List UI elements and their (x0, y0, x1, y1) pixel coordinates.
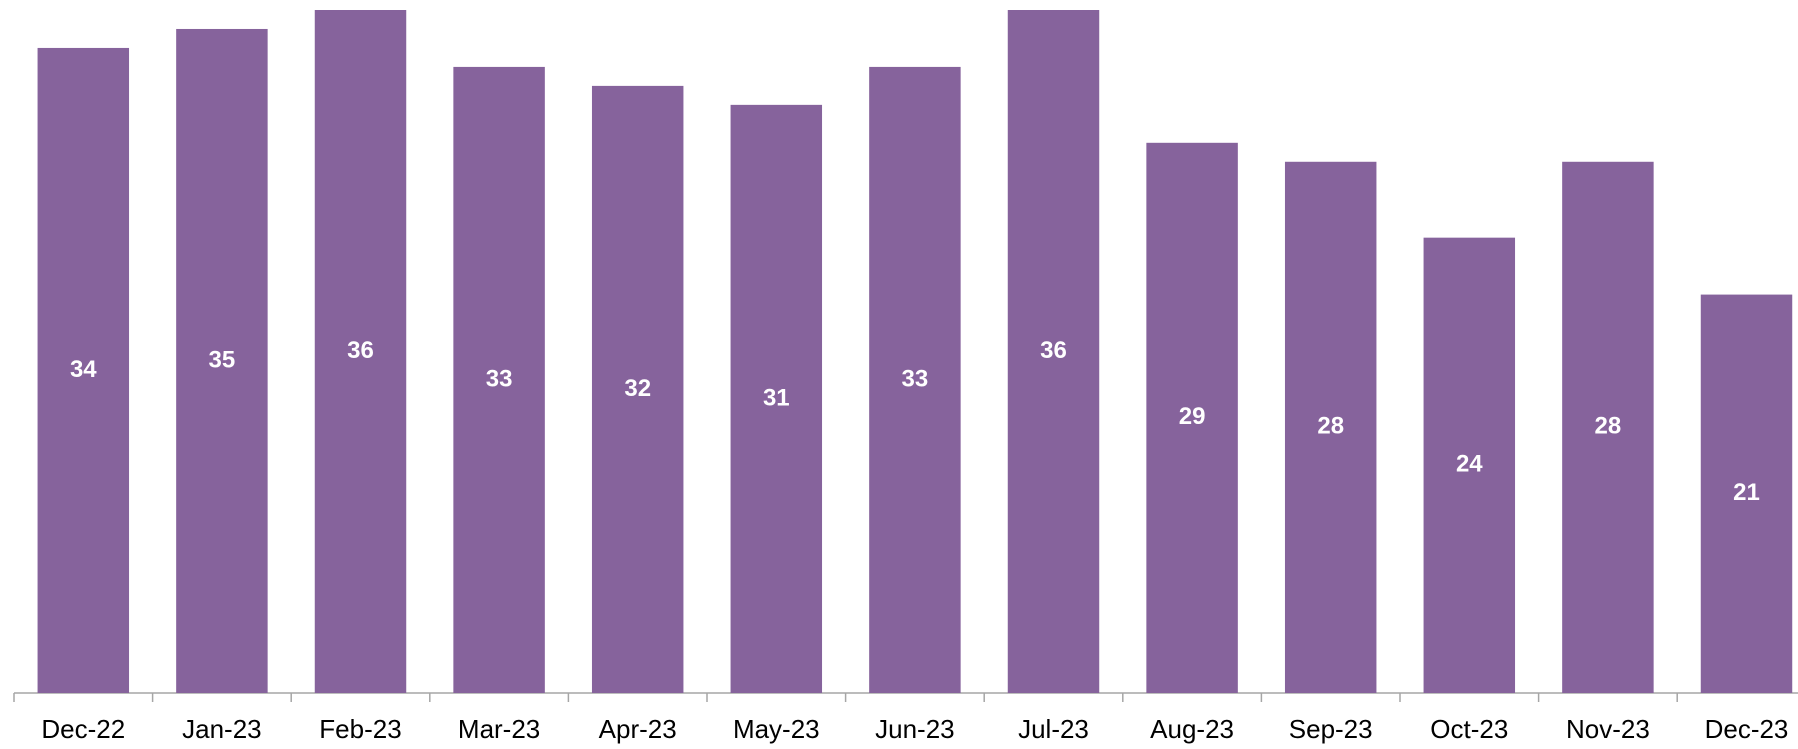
bar (314, 10, 407, 693)
value-label: 33 (902, 365, 929, 392)
value-label: 21 (1733, 479, 1760, 506)
value-label: 36 (347, 337, 374, 364)
x-tick-label: Jul-23 (1018, 714, 1089, 744)
bar (1146, 142, 1238, 694)
x-tick-label: May-23 (733, 714, 820, 744)
x-tick-label: Jan-23 (182, 714, 262, 744)
bar (1562, 161, 1654, 693)
value-label: 31 (763, 384, 790, 411)
bar (869, 66, 961, 693)
value-label: 32 (624, 375, 651, 402)
x-tick-label: Nov-23 (1566, 714, 1650, 744)
value-label: 35 (209, 346, 236, 373)
x-tick-label: Apr-23 (599, 714, 677, 744)
x-tick-label: Dec-22 (41, 714, 125, 744)
bar (37, 47, 130, 693)
x-tick-label: Feb-23 (319, 714, 401, 744)
bar (1007, 10, 1100, 693)
value-label: 36 (1040, 337, 1067, 364)
value-label: 33 (486, 365, 513, 392)
bar (1284, 161, 1377, 693)
x-tick-label: Mar-23 (458, 714, 540, 744)
bar (176, 28, 268, 693)
bar (1700, 294, 1793, 693)
bar (453, 66, 545, 693)
bar (1423, 237, 1516, 693)
bar (591, 85, 684, 693)
value-label: 34 (70, 356, 97, 383)
x-tick-label: Aug-23 (1150, 714, 1234, 744)
value-label: 24 (1456, 451, 1483, 478)
value-label: 29 (1179, 403, 1206, 430)
x-tick-label: Oct-23 (1430, 714, 1508, 744)
x-tick-label: Sep-23 (1289, 714, 1373, 744)
value-label: 28 (1317, 413, 1344, 440)
x-tick-label: Dec-23 (1705, 714, 1789, 744)
bar (730, 104, 823, 694)
x-tick-label: Jun-23 (875, 714, 955, 744)
value-label: 28 (1595, 413, 1622, 440)
